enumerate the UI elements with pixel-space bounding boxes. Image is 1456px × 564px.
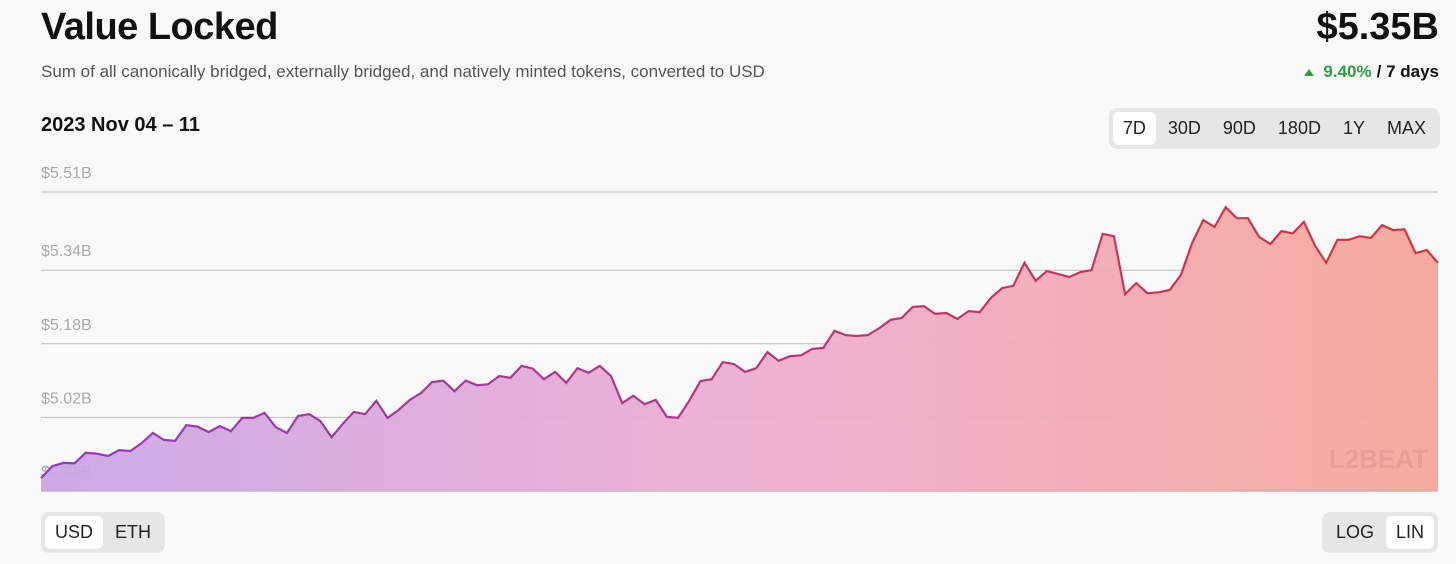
change-period: / 7 days — [1376, 62, 1439, 81]
toggle-button[interactable]: 180D — [1277, 118, 1321, 138]
scale-buttons: LOG LIN — [1321, 512, 1438, 553]
y-tick-label: $5.51B — [41, 165, 92, 182]
toggle-button[interactable]: ETH — [115, 522, 152, 542]
y-tick-label: $5.02B — [41, 390, 92, 407]
title: Value Locked — [41, 6, 278, 48]
toggle-button[interactable]: 30D — [1167, 118, 1201, 138]
toggle-button[interactable]: 90D — [1222, 118, 1256, 138]
total-value: $5.35B — [1316, 6, 1439, 48]
toggle-button[interactable]: USD — [45, 516, 104, 549]
subtitle: Sum of all canonically bridged, external… — [41, 62, 765, 81]
change-row: 9.40% / 7 days — [1304, 62, 1439, 82]
toggle-button[interactable]: LOG — [1335, 522, 1374, 542]
currency-buttons: USD ETH — [41, 512, 166, 553]
change-percent: 9.40% — [1323, 62, 1372, 81]
toggle-button[interactable]: MAX — [1386, 118, 1426, 138]
date-range: 2023 Nov 04 – 11 — [41, 114, 201, 136]
area-fill — [41, 207, 1438, 491]
toggle-button[interactable]: LIN — [1385, 516, 1434, 549]
range-buttons: 7D 30D 90D 180D 1Y MAX — [1108, 108, 1440, 149]
y-tick-label: $5.34B — [41, 243, 92, 260]
watermark: L2BEAT — [1329, 444, 1428, 474]
toggle-button[interactable]: 1Y — [1342, 118, 1365, 138]
up-arrow — [1304, 68, 1315, 76]
line — [40, 205, 1439, 479]
toggle-button[interactable]: 7D — [1112, 112, 1156, 145]
y-tick-label: $5.18B — [41, 317, 92, 334]
